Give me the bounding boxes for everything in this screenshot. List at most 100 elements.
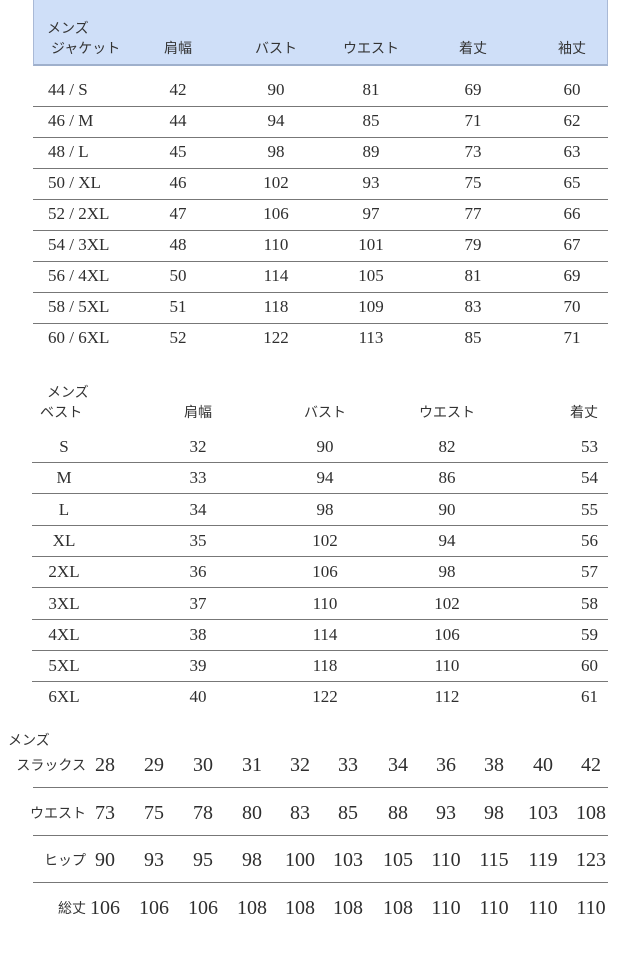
slacks-value-cell: 110 <box>431 849 461 871</box>
jacket-value-cell: 81 <box>464 266 482 285</box>
row-divider <box>33 199 608 200</box>
vest-value-cell: 82 <box>438 437 456 456</box>
jacket-value-cell: 114 <box>263 266 289 285</box>
vest-value-cell: 32 <box>189 437 207 456</box>
vest-size-cell: M <box>56 468 72 488</box>
row-divider <box>32 555 608 557</box>
vest-value-cell: 102 <box>312 530 338 550</box>
slacks-value-cell: 93 <box>436 802 456 824</box>
vest-value-cell: 38 <box>189 624 207 644</box>
jacket-value-cell: 85 <box>464 328 482 347</box>
jacket-column-header: 着丈 <box>459 41 487 57</box>
slacks-value-cell: 119 <box>528 849 558 871</box>
row-divider <box>32 681 608 683</box>
slacks-value-cell: 31 <box>242 754 262 776</box>
vest-column-header: ウエスト <box>419 405 475 421</box>
jacket-size-cell: 60 / 6XL <box>48 328 110 347</box>
vest-value-cell: 110 <box>312 593 338 613</box>
vest-value-cell: 118 <box>312 656 338 676</box>
vest-value-cell: 114 <box>312 624 338 644</box>
jacket-size-cell: 44 / S <box>48 80 88 99</box>
jacket-size-cell: 58 / 5XL <box>48 297 110 316</box>
jacket-column-header: ウエスト <box>343 41 399 57</box>
slacks-value-cell: 110 <box>576 897 606 919</box>
vest-value-cell: 102 <box>434 593 460 613</box>
jacket-value-cell: 98 <box>267 142 285 161</box>
jacket-value-cell: 50 <box>169 266 187 285</box>
slacks-value-cell: 73 <box>95 802 115 824</box>
vest-value-cell: 106 <box>434 624 460 644</box>
slacks-value-cell: 98 <box>242 849 262 871</box>
vest-value-cell: 86 <box>438 468 456 488</box>
slacks-value-cell: 103 <box>528 802 558 824</box>
jacket-value-cell: 77 <box>464 204 482 223</box>
jacket-value-cell: 45 <box>169 142 187 161</box>
jacket-value-cell: 97 <box>362 204 380 223</box>
jacket-size-cell: 46 / M <box>48 111 94 130</box>
row-divider <box>32 524 608 526</box>
jacket-title: メンズ <box>47 21 89 37</box>
row-divider <box>33 787 608 788</box>
jacket-value-cell: 122 <box>263 328 289 347</box>
slacks-value-cell: 93 <box>144 849 164 871</box>
row-divider <box>32 462 608 463</box>
vest-value-cell: 90 <box>438 499 456 519</box>
vest-value-cell: 53 <box>581 437 598 456</box>
slacks-value-cell: 106 <box>188 897 218 919</box>
jacket-value-cell: 62 <box>563 111 581 130</box>
jacket-value-cell: 102 <box>263 173 289 192</box>
slacks-value-cell: 34 <box>388 754 408 776</box>
slacks-value-cell: 108 <box>285 897 315 919</box>
slacks-value-cell: 42 <box>581 754 601 776</box>
jacket-value-cell: 75 <box>464 173 482 192</box>
jacket-value-cell: 67 <box>563 235 581 254</box>
row-divider <box>32 649 608 651</box>
row-divider <box>33 261 608 262</box>
slacks-value-cell: 108 <box>383 897 413 919</box>
jacket-value-cell: 85 <box>362 111 380 130</box>
jacket-size-cell: 54 / 3XL <box>48 235 110 254</box>
jacket-value-cell: 113 <box>358 328 384 347</box>
jacket-value-cell: 69 <box>464 80 482 99</box>
jacket-size-cell: 56 / 4XL <box>48 266 110 285</box>
vest-value-cell: 58 <box>581 593 598 613</box>
vest-size-cell: 4XL <box>48 624 80 644</box>
jacket-title: ジャケット <box>51 41 121 57</box>
row-divider <box>32 587 608 589</box>
row-divider <box>32 493 608 495</box>
slacks-value-cell: 38 <box>484 754 504 776</box>
row-divider <box>32 618 608 620</box>
row-divider <box>33 835 608 836</box>
vest-value-cell: 40 <box>189 687 207 707</box>
jacket-value-cell: 51 <box>169 297 187 316</box>
jacket-value-cell: 101 <box>358 235 384 254</box>
slacks-value-cell: 115 <box>479 849 509 871</box>
vest-value-cell: 35 <box>189 530 207 550</box>
jacket-value-cell: 48 <box>169 235 187 254</box>
vest-value-cell: 54 <box>581 468 598 488</box>
jacket-value-cell: 63 <box>563 142 581 161</box>
slacks-value-cell: 106 <box>139 897 169 919</box>
slacks-value-cell: 103 <box>333 849 363 871</box>
slacks-value-cell: 95 <box>193 849 213 871</box>
row-divider <box>33 230 608 231</box>
vest-value-cell: 59 <box>581 624 598 644</box>
slacks-value-cell: 29 <box>144 754 164 776</box>
vest-size-cell: 5XL <box>48 656 80 676</box>
vest-size-cell: 6XL <box>48 687 80 707</box>
vest-size-cell: XL <box>52 530 76 550</box>
vest-value-cell: 34 <box>189 499 207 519</box>
slacks-value-cell: 108 <box>333 897 363 919</box>
slacks-value-cell: 123 <box>576 849 606 871</box>
jacket-value-cell: 71 <box>563 328 581 347</box>
vest-value-cell: 33 <box>189 468 207 488</box>
row-divider <box>33 323 608 324</box>
slacks-value-cell: 36 <box>436 754 456 776</box>
row-divider <box>33 168 608 169</box>
slacks-value-cell: 108 <box>237 897 267 919</box>
jacket-value-cell: 106 <box>263 204 289 223</box>
jacket-value-cell: 66 <box>563 204 581 223</box>
row-divider <box>33 137 608 138</box>
jacket-value-cell: 60 <box>563 80 581 99</box>
slacks-value-cell: 110 <box>431 897 461 919</box>
